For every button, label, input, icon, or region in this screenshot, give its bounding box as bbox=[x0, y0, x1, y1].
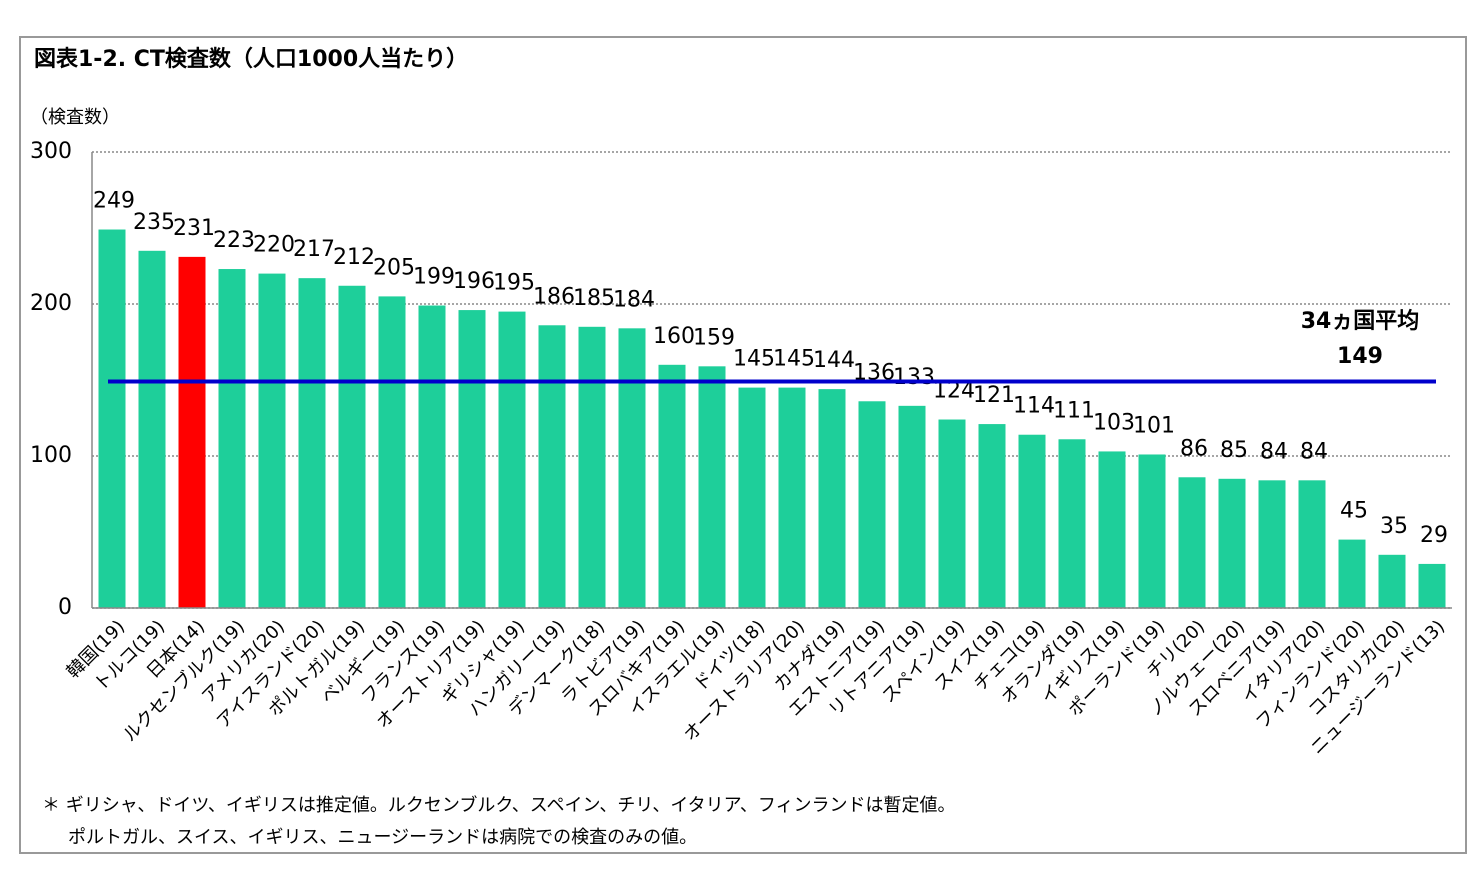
bar bbox=[138, 250, 166, 609]
data-label: 185 bbox=[573, 286, 615, 311]
bar bbox=[98, 229, 126, 608]
bar bbox=[298, 278, 326, 608]
bar bbox=[618, 328, 646, 608]
data-label: 195 bbox=[493, 271, 535, 296]
data-label: 84 bbox=[1300, 439, 1328, 464]
data-label: 186 bbox=[533, 284, 575, 309]
note: ＊ ギリシャ、ドイツ、イギリスは推定値。ルクセンブルク、スペイン、チリ、イタリア… bbox=[42, 794, 955, 816]
data-label: 184 bbox=[613, 287, 655, 312]
bar bbox=[1298, 480, 1326, 608]
bar bbox=[938, 419, 966, 608]
y-tick-label: 300 bbox=[30, 139, 72, 164]
data-label: 145 bbox=[733, 347, 775, 372]
bar bbox=[178, 256, 206, 608]
data-label: 145 bbox=[773, 347, 815, 372]
bar bbox=[458, 310, 486, 608]
bar bbox=[1418, 563, 1446, 608]
y-tick-label: 100 bbox=[30, 443, 72, 468]
bar bbox=[578, 326, 606, 608]
data-label: 114 bbox=[1013, 394, 1055, 419]
bar bbox=[258, 273, 286, 608]
data-label: 85 bbox=[1220, 438, 1248, 463]
data-label: 159 bbox=[693, 325, 735, 350]
bar bbox=[658, 364, 686, 608]
data-label: 217 bbox=[293, 237, 335, 262]
data-label: 86 bbox=[1180, 436, 1208, 461]
y-tick-label: 200 bbox=[30, 291, 72, 316]
data-label: 111 bbox=[1053, 398, 1095, 423]
bar bbox=[1258, 480, 1286, 608]
bar bbox=[698, 366, 726, 608]
data-label: 103 bbox=[1093, 410, 1135, 435]
chart-title: 図表1-2. CT検査数（人口1000人当たり） bbox=[34, 46, 468, 72]
data-label: 249 bbox=[93, 189, 135, 214]
bar bbox=[818, 389, 846, 608]
data-label: 196 bbox=[453, 269, 495, 294]
bar bbox=[538, 325, 566, 608]
data-label: 235 bbox=[133, 210, 175, 235]
bar bbox=[1338, 539, 1366, 608]
bar bbox=[1378, 554, 1406, 608]
data-label: 45 bbox=[1340, 499, 1368, 524]
bar bbox=[898, 405, 926, 608]
data-label: 220 bbox=[253, 233, 295, 258]
bar bbox=[1138, 454, 1166, 608]
data-label: 101 bbox=[1133, 413, 1175, 438]
bar bbox=[1098, 451, 1126, 608]
bar bbox=[418, 305, 446, 608]
data-label: 199 bbox=[413, 265, 455, 290]
y-axis-label: （検査数） bbox=[30, 107, 120, 128]
bar bbox=[778, 387, 806, 608]
bar bbox=[338, 285, 366, 608]
data-label: 35 bbox=[1380, 514, 1408, 539]
note: ポルトガル、スイス、イギリス、ニュージーランドは病院での検査のみの値。 bbox=[68, 827, 697, 848]
bar bbox=[1058, 439, 1086, 608]
bar bbox=[1218, 478, 1246, 608]
bar bbox=[1178, 477, 1206, 608]
data-label: 133 bbox=[893, 365, 935, 390]
y-tick-label: 0 bbox=[58, 595, 72, 620]
data-label: 84 bbox=[1260, 439, 1288, 464]
reference-value: 149 bbox=[1337, 344, 1383, 369]
bar bbox=[738, 387, 766, 608]
data-label: 223 bbox=[213, 228, 255, 253]
data-label: 212 bbox=[333, 245, 375, 270]
bar bbox=[498, 311, 526, 608]
reference-label: 34ヵ国平均 bbox=[1301, 308, 1420, 334]
data-label: 121 bbox=[973, 383, 1015, 408]
bar bbox=[858, 401, 886, 608]
data-label: 160 bbox=[653, 324, 695, 349]
bar bbox=[978, 424, 1006, 608]
bar bbox=[378, 296, 406, 608]
data-label: 29 bbox=[1420, 523, 1448, 548]
bar bbox=[1018, 434, 1046, 608]
data-label: 144 bbox=[813, 348, 855, 373]
bar bbox=[218, 269, 246, 608]
data-label: 205 bbox=[373, 255, 415, 280]
data-label: 231 bbox=[173, 216, 215, 241]
